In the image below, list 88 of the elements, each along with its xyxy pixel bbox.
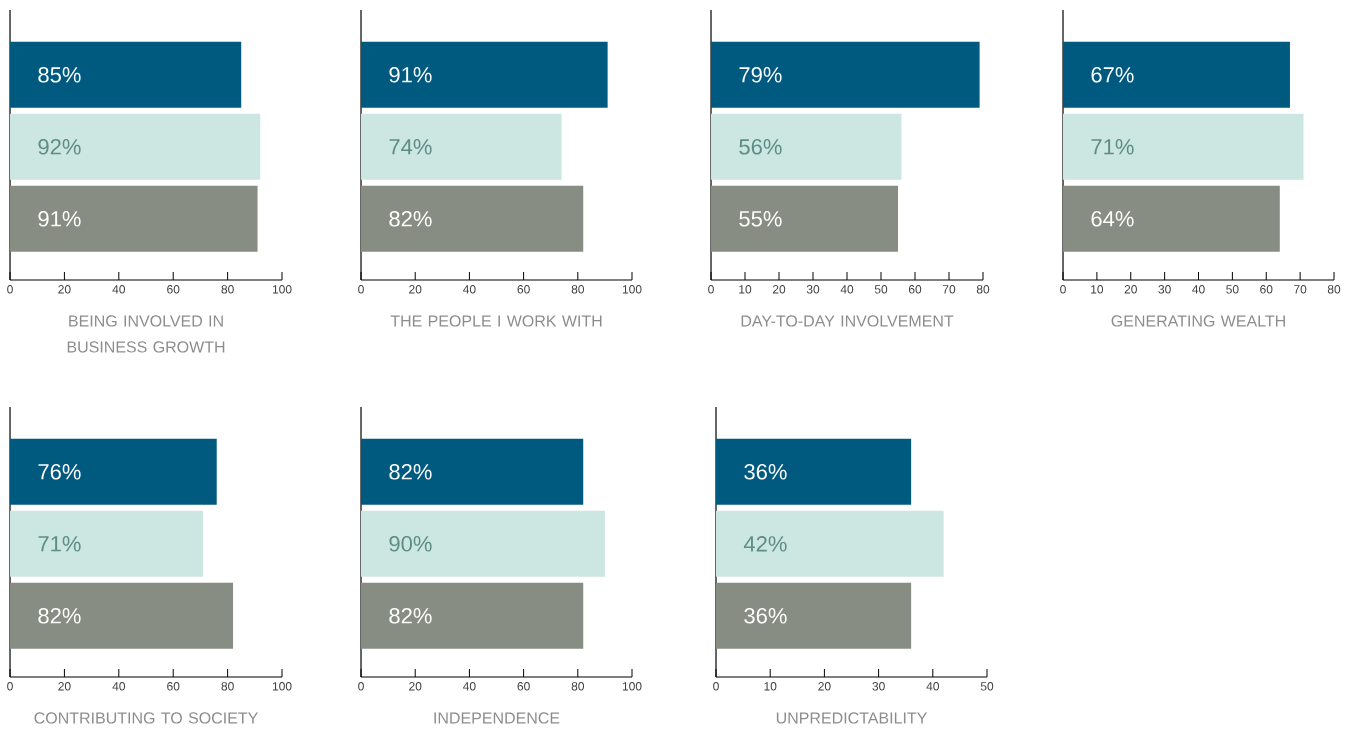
data-label: 55% — [739, 211, 782, 227]
x-tick-label: 70 — [942, 285, 956, 294]
x-tick-label: 80 — [571, 285, 585, 294]
bar — [711, 113, 902, 180]
data-label: 82% — [389, 608, 432, 624]
x-tick-label: 80 — [976, 285, 990, 294]
bar — [10, 41, 242, 108]
data-label: 67% — [1091, 67, 1134, 83]
x-tick-label: 100 — [622, 682, 642, 691]
data-label: 79% — [739, 67, 782, 83]
data-label: 64% — [1091, 211, 1134, 227]
x-tick-label: 10 — [739, 285, 752, 294]
data-label: 91% — [389, 67, 432, 83]
data-label: 85% — [38, 67, 81, 83]
x-tick-label: 0 — [358, 285, 364, 294]
x-tick-label: 20 — [409, 285, 422, 294]
x-tick-label: 50 — [980, 682, 994, 691]
x-tick-label: 40 — [463, 682, 476, 691]
bar — [711, 185, 899, 252]
bar — [10, 582, 234, 649]
data-label: 36% — [744, 608, 787, 624]
x-tick-label: 50 — [1226, 285, 1239, 294]
data-label: 42% — [743, 536, 787, 552]
data-label: 92% — [38, 139, 81, 155]
x-tick-label: 20 — [772, 285, 786, 294]
x-tick-label: 30 — [1158, 285, 1171, 294]
bar — [10, 438, 217, 505]
x-tick-label: 80 — [221, 682, 234, 691]
data-label: 71% — [38, 536, 81, 552]
x-tick-label: 30 — [872, 682, 885, 691]
x-tick-label: 40 — [112, 682, 126, 691]
bar — [711, 41, 980, 108]
x-tick-label: 100 — [272, 682, 292, 691]
x-tick-label: 30 — [806, 285, 820, 294]
data-label: 82% — [389, 464, 432, 480]
x-tick-label: 80 — [221, 285, 234, 294]
x-tick-label: 0 — [7, 285, 13, 294]
x-tick-label: 40 — [112, 285, 126, 294]
x-tick-label: 50 — [874, 285, 888, 294]
x-axis-title: INDEPENDENCE — [434, 712, 560, 724]
x-tick-label: 0 — [713, 682, 719, 691]
x-tick-label: 100 — [622, 285, 642, 294]
data-label: 90% — [389, 536, 432, 552]
bar — [10, 113, 261, 180]
x-axis-title: GENERATING WEALTH — [1111, 315, 1285, 327]
data-label: 74% — [389, 139, 432, 155]
bar — [10, 185, 258, 252]
x-tick-label: 20 — [818, 682, 831, 691]
x-tick-label: 60 — [517, 682, 530, 691]
x-tick-label: 60 — [517, 285, 530, 294]
x-tick-label: 10 — [1091, 285, 1104, 294]
x-tick-label: 0 — [1060, 285, 1066, 294]
x-axis-title: CONTRIBUTING TO SOCIETY — [34, 712, 258, 724]
x-tick-label: 80 — [571, 682, 585, 691]
data-label: 56% — [739, 139, 782, 155]
x-tick-label: 0 — [358, 682, 364, 691]
x-tick-label: 20 — [409, 682, 422, 691]
x-tick-label: 40 — [1192, 285, 1205, 294]
bar — [361, 113, 562, 180]
data-label: 82% — [389, 211, 432, 227]
x-tick-label: 20 — [58, 285, 71, 294]
data-label: 76% — [38, 464, 81, 480]
x-tick-label: 80 — [1327, 285, 1341, 294]
bar — [361, 185, 584, 252]
x-tick-label: 60 — [167, 285, 180, 294]
data-label: 36% — [744, 464, 787, 480]
x-tick-label: 60 — [908, 285, 922, 294]
x-tick-label: 70 — [1294, 285, 1307, 294]
x-axis-title: DAY-TO-DAY INVOLVEMENT — [741, 315, 954, 327]
x-axis-title: BEING INVOLVED IN BUSINESS GROWTH — [67, 315, 225, 353]
x-tick-label: 40 — [840, 285, 854, 294]
x-tick-label: 20 — [1124, 285, 1137, 294]
data-label: 91% — [38, 211, 81, 227]
bar — [361, 41, 608, 108]
data-label: 82% — [38, 608, 81, 624]
bar — [10, 510, 204, 577]
x-tick-label: 0 — [708, 285, 714, 294]
x-axis-title: UNPREDICTABILITY — [776, 712, 928, 724]
x-tick-label: 100 — [272, 285, 292, 294]
x-tick-label: 10 — [764, 682, 777, 691]
x-tick-label: 60 — [1260, 285, 1273, 294]
x-tick-label: 40 — [463, 285, 476, 294]
data-label: 71% — [1091, 139, 1134, 155]
x-tick-label: 0 — [7, 682, 13, 691]
x-axis-title: THE PEOPLE I WORK WITH — [390, 315, 602, 327]
x-tick-label: 20 — [58, 682, 71, 691]
x-tick-label: 60 — [167, 682, 180, 691]
x-tick-label: 40 — [926, 682, 940, 691]
